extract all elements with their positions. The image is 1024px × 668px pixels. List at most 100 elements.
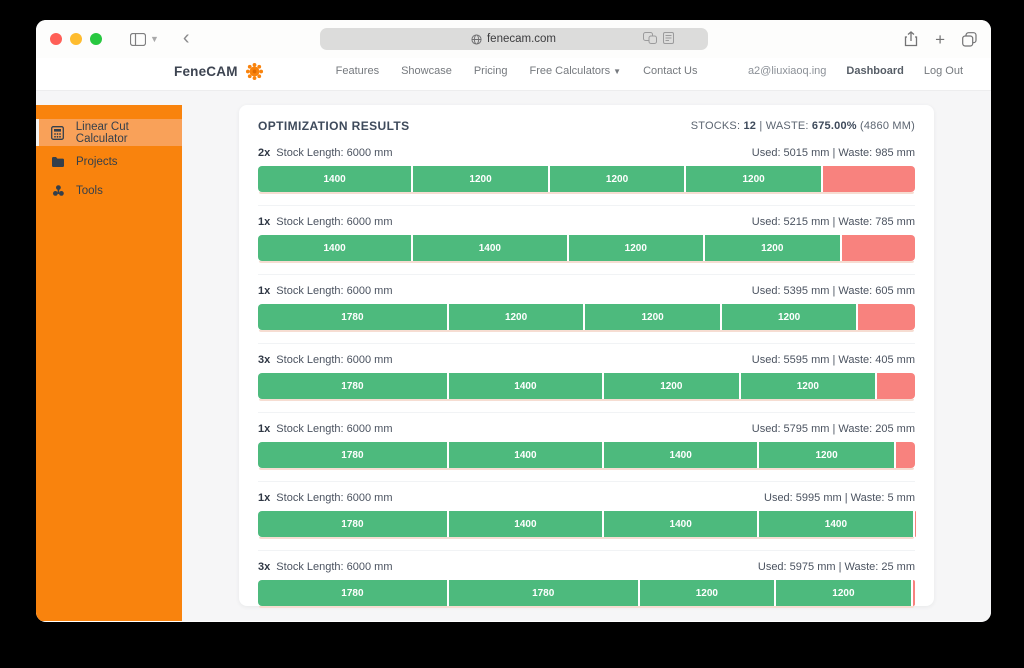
summary-part: STOCKS:: [690, 120, 744, 132]
waste-segment: [822, 166, 915, 192]
cut-segment: 1200: [604, 373, 739, 399]
cut-segment: 1200: [639, 580, 775, 606]
folder-icon: [51, 156, 65, 168]
result-row: 3x Stock Length: 6000 mm Used: 5595 mm |…: [258, 344, 915, 413]
cut-segment: 1400: [448, 373, 603, 399]
result-row: 1x Stock Length: 6000 mm Used: 5995 mm |…: [258, 482, 916, 551]
cut-segment: 1200: [721, 304, 857, 330]
usage-label: Used: 5995 mm | Waste: 5 mm: [764, 492, 915, 504]
nav-link-features[interactable]: Features▼: [335, 65, 380, 77]
address-bar[interactable]: fenecam.com: [319, 28, 708, 50]
cut-segment: 1780: [258, 442, 447, 468]
cut-segment: 1400: [258, 166, 412, 192]
usage-label: Used: 5975 mm | Waste: 25 mm: [757, 561, 915, 573]
usage-label: Used: 5215 mm | Waste: 785 mm: [751, 216, 915, 228]
tools-icon: [51, 184, 65, 197]
sidebar-item-label: Projects: [76, 155, 118, 168]
share-icon[interactable]: [904, 31, 918, 47]
browser-titlebar: ▼ ‹ fenecam.com +: [36, 20, 991, 58]
sidebar-item-label: Linear Cut Calculator: [75, 120, 129, 145]
stock-label: 1x Stock Length: 6000 mm: [258, 216, 393, 228]
result-row: 3x Stock Length: 6000 mm Used: 5975 mm |…: [258, 551, 915, 619]
usage-label: Used: 5395 mm | Waste: 605 mm: [751, 285, 915, 297]
cut-bar: 1780 1780 1200 1200: [258, 580, 915, 608]
cut-segment: 1400: [413, 235, 567, 261]
cut-segment: 1400: [258, 235, 412, 261]
nav-link-pricing[interactable]: Pricing▼: [473, 65, 508, 77]
chevron-down-icon[interactable]: ▼: [150, 34, 159, 44]
address-bar-url: fenecam.com: [486, 33, 557, 45]
cut-segment: 1200: [705, 235, 840, 261]
cut-segment: 1200: [568, 235, 704, 261]
new-tab-icon[interactable]: +: [935, 29, 945, 49]
cut-segment: 1200: [759, 442, 894, 468]
sidebar-icon[interactable]: [130, 32, 146, 46]
cut-segment: 1780: [258, 373, 447, 399]
waste-segment: [877, 373, 915, 399]
sidebar-item-linear-cut-calculator[interactable]: Linear Cut Calculator: [36, 119, 182, 146]
cut-bar: 1780 1400 1400 1400: [258, 511, 916, 539]
dashboard-link[interactable]: Dashboard: [846, 65, 904, 77]
summary-part: | WASTE:: [756, 120, 812, 132]
results-card: OPTIMIZATION RESULTS STOCKS: 12 | WASTE:…: [239, 105, 934, 608]
cut-bar: 1400 1400 1200 1200: [258, 235, 916, 263]
summary-part: (4860 MM): [856, 120, 915, 132]
cut-segment: 1200: [413, 166, 548, 192]
nav-link-showcase[interactable]: Showcase▼: [401, 65, 452, 77]
cut-bar: 1780 1400 1200 1200: [258, 373, 915, 401]
cut-segment: 1780: [258, 580, 447, 606]
sidebar-item-projects[interactable]: Projects: [36, 148, 182, 175]
stock-label: 3x Stock Length: 6000 mm: [258, 561, 393, 573]
results-summary: STOCKS: 12 | WASTE: 675.00% (4860 MM): [691, 120, 915, 132]
cut-segment: 1400: [448, 511, 603, 537]
cut-segment: 1780: [258, 511, 447, 537]
result-row: 1x Stock Length: 6000 mm Used: 5395 mm |…: [258, 275, 915, 344]
tabs-icon[interactable]: [962, 31, 977, 47]
gear-flower-icon: [245, 62, 264, 81]
back-icon[interactable]: ‹: [182, 26, 190, 49]
calculator-icon: [51, 125, 65, 140]
cut-segment: 1780: [258, 304, 447, 330]
stock-label: 3x Stock Length: 6000 mm: [258, 354, 393, 366]
main-content: OPTIMIZATION RESULTS STOCKS: 12 | WASTE:…: [182, 91, 991, 621]
main-nav: Features▼ Showcase▼ Pricing▼ Free Calcul…: [336, 65, 698, 77]
cut-segment: 1780: [448, 580, 638, 606]
cut-bar: 1400 1200 1200 1200: [258, 166, 915, 194]
stock-label: 1x Stock Length: 6000 mm: [258, 492, 393, 504]
result-row: 2x Stock Length: 6000 mm Used: 5015 mm |…: [258, 137, 915, 206]
brand-name: FeneCAM: [174, 63, 238, 79]
stock-label: 1x Stock Length: 6000 mm: [258, 423, 393, 435]
result-row: 1x Stock Length: 6000 mm Used: 5215 mm |…: [258, 206, 916, 275]
globe-icon: [471, 33, 482, 45]
logout-link[interactable]: Log Out: [923, 65, 963, 77]
nav-link-contact-us[interactable]: Contact Us▼: [643, 65, 698, 77]
sidebar-item-tools[interactable]: Tools: [36, 177, 182, 204]
stock-label: 1x Stock Length: 6000 mm: [258, 285, 393, 297]
waste-segment: [912, 580, 915, 606]
cut-segment: 1200: [776, 580, 911, 606]
browser-window: ▼ ‹ fenecam.com +: [36, 20, 991, 622]
summary-part: 675.00%: [811, 120, 857, 132]
usage-label: Used: 5795 mm | Waste: 205 mm: [751, 423, 915, 435]
reader-icon[interactable]: [662, 32, 674, 44]
site-header: FeneCAM Features▼ Showcase▼ Pricing▼ Fre…: [36, 58, 991, 91]
brand[interactable]: FeneCAM: [174, 62, 264, 81]
sidebar: Linear Cut Calculator Projects Tools: [36, 105, 182, 621]
waste-segment: [858, 304, 915, 330]
cut-bar: 1780 1400 1400 1200: [258, 442, 916, 470]
close-window-button[interactable]: [50, 33, 62, 45]
window-controls: [50, 33, 102, 45]
cut-segment: 1400: [448, 442, 603, 468]
zoom-window-button[interactable]: [90, 33, 102, 45]
account-email: a2@liuxiaoq.ing: [747, 65, 827, 77]
sidebar-item-label: Tools: [76, 184, 103, 197]
translate-icon[interactable]: [642, 32, 657, 44]
cut-segment: 1400: [759, 511, 913, 537]
chevron-down-icon: ▼: [613, 67, 622, 76]
cut-segment: 1200: [686, 166, 821, 192]
results-list: 2x Stock Length: 6000 mm Used: 5015 mm |…: [258, 137, 916, 619]
usage-label: Used: 5015 mm | Waste: 985 mm: [751, 147, 915, 159]
cut-segment: 1200: [740, 373, 876, 399]
nav-link-free-calculators[interactable]: Free Calculators ▼: [529, 65, 622, 77]
minimize-window-button[interactable]: [70, 33, 82, 45]
